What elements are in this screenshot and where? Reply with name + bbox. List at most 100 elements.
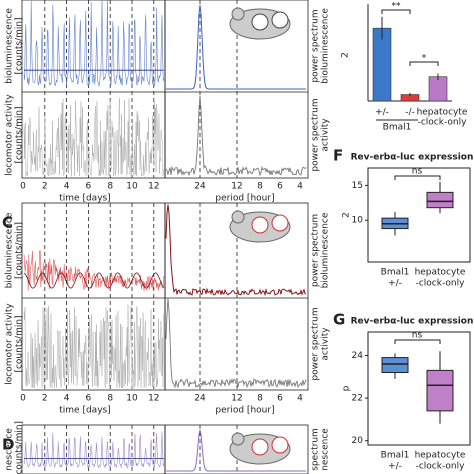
y-label: locomotor activity [5,303,15,385]
y-tick-label: 22 [352,394,363,404]
clock-icon [271,214,289,232]
x-tick-label: -/- [405,108,415,118]
x-tick-label: 4 [297,182,303,192]
y-label: nescence [5,428,15,471]
x-tick-label: hepatocyte [415,451,466,461]
x-tick-label: 6 [277,182,283,192]
y-label: p [342,385,352,391]
x-tick-label: 6 [277,394,283,404]
bio-trace [23,250,165,292]
x-tick-label: 10 [126,182,138,192]
x-label: period [hour] [215,406,274,416]
sig-bracket [409,61,439,66]
x-tick-label: hepatocyte [415,268,466,278]
y-label: bioluminescence [5,8,15,84]
y-label: 2 [341,52,351,58]
x-tick-label: 4 [297,394,303,404]
x-tick-label: +/- [388,462,402,472]
y-label: [counts/min] [15,106,25,163]
y-tick-label: 10 [352,216,364,226]
x-tick-label: hepatocyte [417,108,468,118]
activity-trace [23,304,164,389]
x-tick-label: 8 [257,394,263,404]
spectrum-label: power spectrum [311,98,321,171]
spectrum-label: activity [321,327,331,361]
bio-trace [23,0,165,88]
x-tick-label: -clock-only [416,279,465,289]
x-tick-label: 12 [231,182,242,192]
y-tick-label: 24 [352,351,364,361]
panel-letter: D [2,436,14,454]
y-label: bioluminescence [5,212,15,288]
spectrum-label: spectrum [311,428,321,471]
sig-label: ns [412,167,423,177]
sig-label: ** [392,2,402,12]
clock-icon [251,13,269,31]
x-tick-label: 6 [86,182,92,192]
plot-frame [367,167,471,263]
bio-trace [24,431,165,469]
spectrum-label: power spectrum [311,214,321,287]
y-label: 2 [342,212,352,218]
spectrum-label: power spectrum [311,9,321,82]
bar [428,76,448,102]
y-label: [counts/min] [15,222,25,279]
plot-frame [367,331,471,446]
x-tick-label: 0 [20,394,26,404]
x-tick-label: 8 [257,182,263,192]
bio-smooth [23,272,165,289]
sig-label: * [422,54,427,64]
spectrum-label: activity [321,118,331,152]
x-tick-label: 4 [64,394,70,404]
spectrum-label: bioluminescence [321,212,331,288]
spectrum-trace [166,4,306,90]
group-label: Bmal1 [383,123,412,133]
x-tick-label: 12 [148,182,159,192]
x-tick-label: -clock-only [416,462,465,472]
sig-label: ns [412,331,423,341]
spectrum-label: bioluminescence [321,8,331,84]
x-tick-label: Bmal1 [381,451,410,461]
x-tick-label: 12 [231,394,242,404]
x-tick-label: 10 [126,394,138,404]
sig-bracket [381,9,411,14]
mouse-ear [231,432,245,446]
clock-icon [271,436,289,454]
mouse-ear [231,210,245,224]
activity-spectrum [165,95,307,177]
mouse-ear [231,7,245,21]
y-label: [counts/min] [15,17,25,74]
x-label: time [days] [59,406,110,416]
spectrum-trace [166,429,306,472]
x-tick-label: +/- [388,279,402,289]
x-tick-label: 2 [42,182,48,192]
panel-title: Rev-erbα-luc expression [351,317,474,327]
spectrum-trace [165,204,307,297]
x-tick-label: +/- [375,108,389,118]
y-label: locomotor activity [5,94,15,176]
x-tick-label: 6 [86,394,92,404]
x-tick-label: 24 [194,394,206,404]
sig-bracket [394,339,441,344]
clock-icon [251,216,269,234]
x-tick-label: -clock-only [418,118,467,128]
activity-trace [23,98,164,177]
x-tick-label: Bmal1 [381,268,410,278]
x-tick-label: 0 [20,182,26,192]
panel-title: Rev-erbα-luc expression [351,153,474,163]
clock-icon [251,438,269,456]
y-tick-label: 15 [352,181,363,191]
box [426,369,454,412]
y-tick-label: 20 [352,436,364,446]
panel-letter: G [333,311,345,329]
x-label: time [days] [59,194,110,204]
panel-letter: F [333,147,343,165]
activity-spectrum [165,298,307,389]
panel-letter: C [2,214,13,232]
x-tick-label: 8 [107,394,113,404]
x-tick-label: 4 [64,182,70,192]
box [381,357,409,374]
x-tick-label: 2 [42,394,48,404]
spectrum-label: nescence [321,428,331,471]
